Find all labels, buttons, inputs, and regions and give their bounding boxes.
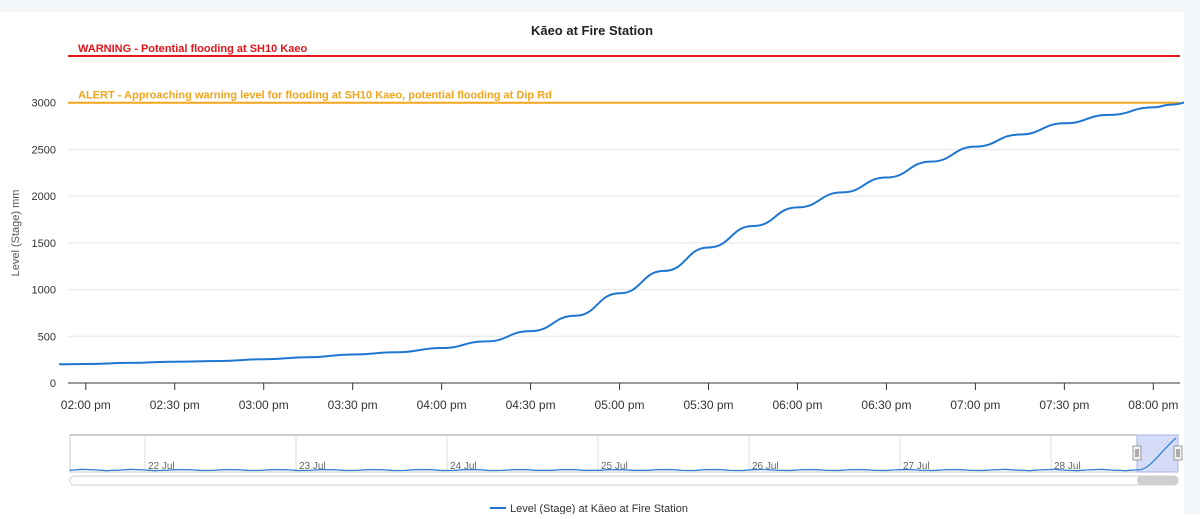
y-axis: 0 500 1000 1500 2000 2500 3000	[32, 98, 56, 390]
navigator-frame	[69, 434, 1179, 473]
y-axis-label: Level (Stage) mm	[10, 190, 22, 277]
threshold-label: WARNING - Potential flooding at SH10 Kae…	[78, 43, 307, 55]
x-tick-label: 06:30 pm	[861, 398, 911, 412]
x-tick-label: 07:30 pm	[1039, 398, 1089, 412]
x-tick-label: 02:30 pm	[150, 398, 200, 412]
range-navigator[interactable]: 22 Jul 23 Jul 24 Jul 25 Jul 26 Jul 27 Jul 28 J…	[69, 434, 1183, 486]
legend-item-label[interactable]: Level (Stage) at Kāeo at Fire Station	[510, 503, 688, 515]
navigator-date-label: 25 Jul	[601, 461, 628, 472]
y-tick-label: 2500	[32, 144, 56, 156]
legend[interactable]: Level (Stage) at Kāeo at Fire Station	[490, 503, 688, 515]
navigator-date-label: 28 Jul	[1054, 461, 1081, 472]
x-tick-label: 03:30 pm	[328, 398, 378, 412]
navigator-scrollbar-track[interactable]	[69, 475, 1179, 486]
navigator-date-label: 27 Jul	[903, 461, 930, 472]
navigator-handle[interactable]	[1132, 445, 1142, 461]
navigator-handle[interactable]	[1173, 445, 1183, 461]
x-tick-label: 08:00 pm	[1128, 398, 1178, 412]
x-tick-label: 07:00 pm	[950, 398, 1000, 412]
x-tick-label: 05:00 pm	[595, 398, 645, 412]
navigator-date-label: 23 Jul	[299, 461, 326, 472]
threshold-lines: WARNING - Potential flooding at SH10 Kae…	[68, 43, 1180, 104]
y-tick-label: 3000	[32, 98, 56, 110]
navigator-series-overlay	[69, 437, 1177, 472]
x-axis: 02:00 pm 02:30 pm 03:00 pm 03:30 pm 04:00 pm…	[61, 382, 1180, 412]
grid-lines	[68, 102, 1180, 337]
navigator-selection[interactable]	[1136, 434, 1179, 473]
y-tick-label: 0	[50, 378, 56, 390]
navigator-date-label: 24 Jul	[450, 461, 477, 472]
y-tick-label: 1000	[32, 285, 56, 297]
x-tick-label: 06:00 pm	[772, 398, 822, 412]
x-tick-label: 04:30 pm	[506, 398, 556, 412]
y-tick-label: 2000	[32, 191, 56, 203]
x-tick-label: 03:00 pm	[239, 398, 289, 412]
series-line	[59, 98, 1198, 366]
chart-svg: Kāeo at Fire Station 0 500 1000 1500 2000 250…	[10, 23, 1198, 515]
x-tick-label: 04:00 pm	[417, 398, 467, 412]
x-tick-label: 02:00 pm	[61, 398, 111, 412]
y-tick-label: 1500	[32, 238, 56, 250]
chart-title: Kāeo at Fire Station	[531, 23, 653, 38]
y-tick-label: 500	[38, 331, 56, 343]
navigator-scrollbar-thumb[interactable]	[1137, 476, 1178, 485]
series-layer	[59, 98, 1198, 366]
threshold-label: ALERT - Approaching warning level for fl…	[78, 90, 552, 102]
chart-panel: Kāeo at Fire Station 0 500 1000 1500 2000 250…	[0, 12, 1198, 515]
navigator-date-label: 26 Jul	[752, 461, 779, 472]
navigator-date-label: 22 Jul	[148, 461, 175, 472]
x-tick-label: 05:30 pm	[683, 398, 733, 412]
